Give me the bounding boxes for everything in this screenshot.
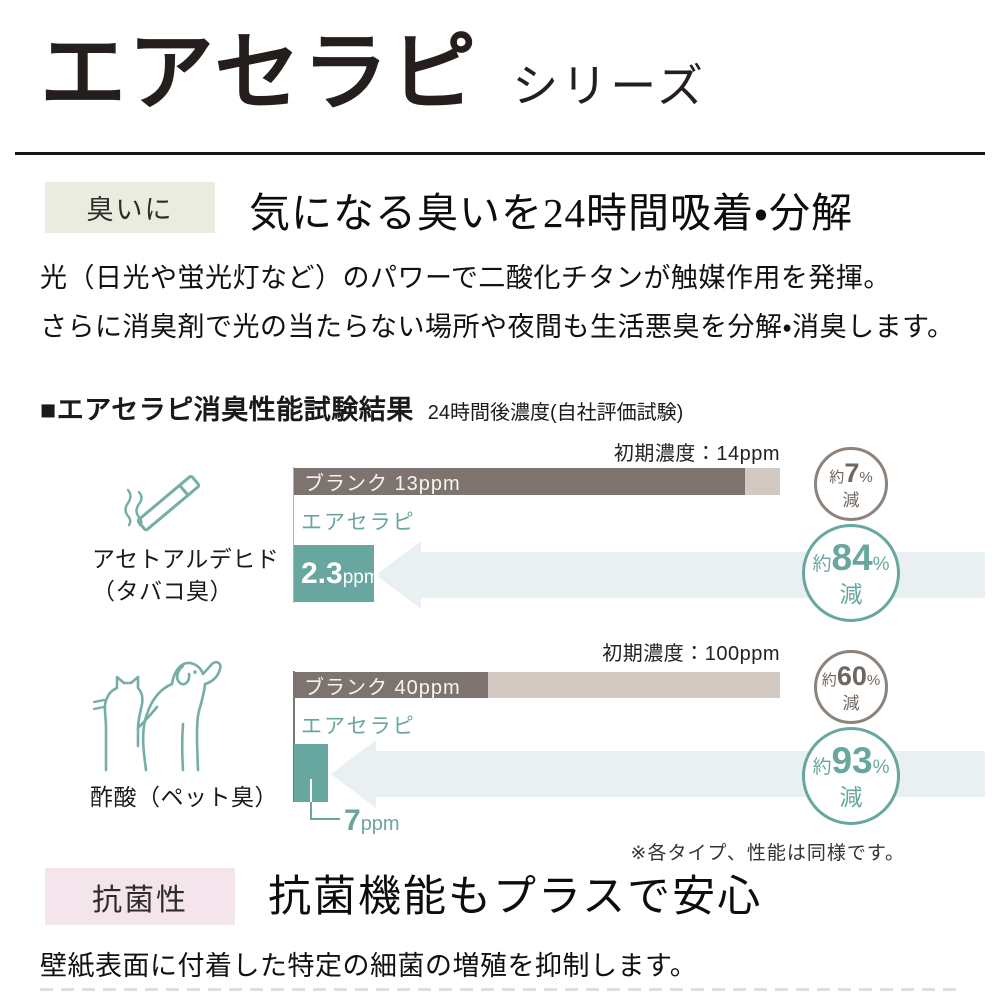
initial-concentration-label: 初期濃度：14ppm [613,443,780,465]
category-label: アセトアルデヒド （タバコ臭） [92,546,280,604]
antibacterial-heading: 抗菌機能もプラスで安心 [268,874,763,921]
callout-leader [310,818,340,820]
reduction-badge-blank: 約 7% 減 [814,447,888,521]
callout-value: 7 ppm [344,804,400,837]
dog-cat-icon [92,660,222,772]
initial-concentration-label: 初期濃度：100ppm [602,643,780,665]
performance-header: ■エアセラピ消臭性能試験結果 24時間後濃度(自社評価試験) [40,388,683,427]
product-label: エアセラピ [301,715,416,738]
blank-bar-label: ブランク 13ppm [304,473,461,495]
chart-axis [293,671,295,802]
category-label: 酢酸（ペット臭） [90,784,278,810]
chart-axis [293,467,294,603]
brand-name: エアセラピ [40,25,479,121]
odor-body-line-2: さらに消臭剤で光の当たらない場所や夜間も生活悪臭を分解・消臭します。 [40,312,955,342]
blank-bar: ブランク 40ppm [294,672,780,699]
callout-leader [310,802,312,820]
product-bar: 2.3 ppm [294,545,780,602]
brand-suffix: シリーズ [512,60,706,112]
reduction-arrow-icon [376,541,421,609]
product-bar-value: 2.3 ppm [301,556,380,590]
cutoff-text-sliver [40,988,960,991]
blank-bar-fill: ブランク 13ppm [294,468,746,495]
antibacterial-tag: 抗菌性 [45,868,235,925]
title-divider [15,152,985,155]
reduction-badge-product: 約 84% 減 [802,524,900,622]
reduction-badge-blank: 約 60% 減 [814,650,888,724]
odor-body: 光（日光や蛍光灯など）のパワーで二酸化チタンが触媒作用を発揮。 さらに消臭剤で光… [40,254,954,352]
odor-heading: 気になる臭いを24時間吸着・分解 [249,190,853,236]
product-bar-fill: 2.3 ppm [294,545,380,602]
callout-leader [310,779,312,802]
odor-tag: 臭いに [45,182,215,233]
page-title: エアセラピ シリーズ [40,26,706,121]
performance-subtitle: 24時間後濃度(自社評価試験) [427,402,684,424]
blank-bar: ブランク 13ppm [294,468,780,495]
product-label: エアセラピ [301,511,416,534]
product-bar [294,744,780,802]
performance-title: ■エアセラピ消臭性能試験結果 [40,395,414,425]
odor-body-line-1: 光（日光や蛍光灯など）のパワーで二酸化チタンが触媒作用を発揮。 [40,263,891,293]
reduction-badge-product: 約 93% 減 [802,727,900,825]
antibacterial-body: 壁紙表面に付着した特定の細菌の増殖を抑制します。 [40,951,698,981]
performance-note: ※各タイプ、性能は同様です。 [630,843,905,864]
cigarette-icon [124,474,201,532]
blank-bar-label: ブランク 40ppm [304,676,461,699]
blank-bar-fill: ブランク 40ppm [294,672,489,699]
reduction-arrow-icon [331,740,376,808]
